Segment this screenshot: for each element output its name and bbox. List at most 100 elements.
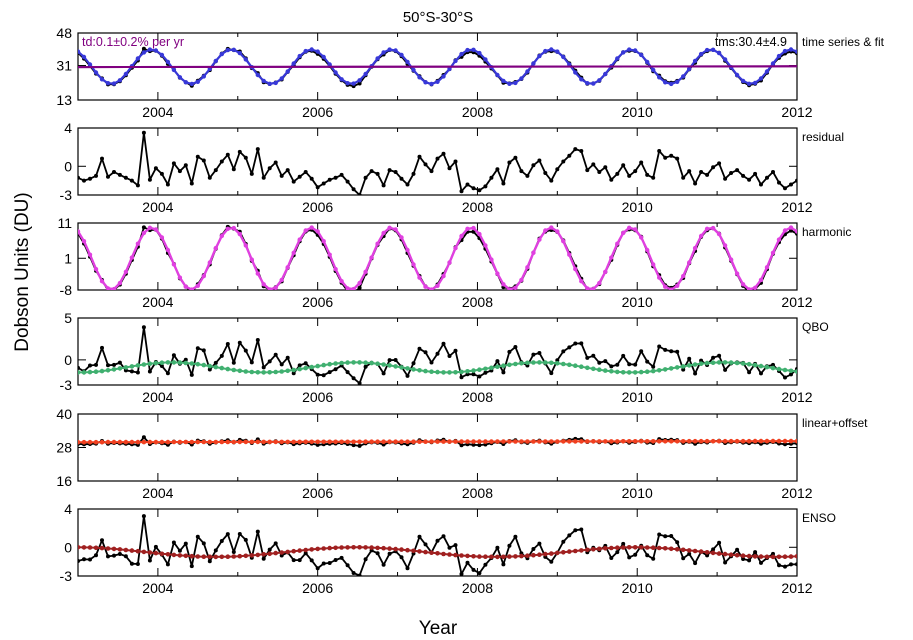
fit-series-point xyxy=(531,61,536,66)
fit-series-point xyxy=(237,50,242,56)
data-series-point xyxy=(657,149,662,153)
fit-series-point xyxy=(195,439,201,445)
x-tick-label: 2012 xyxy=(781,104,812,120)
y-tick-label: -3 xyxy=(60,187,73,203)
data-series-point xyxy=(723,560,728,565)
fit-series-point xyxy=(285,265,290,270)
data-series-point xyxy=(483,562,488,567)
fit-series-point xyxy=(183,284,188,289)
data-series-point xyxy=(94,362,98,367)
data-series-point xyxy=(261,556,266,561)
fit-series-point xyxy=(537,53,542,59)
fit-series-point xyxy=(656,545,662,551)
data-series-point xyxy=(513,345,518,349)
data-series-point xyxy=(615,171,620,176)
fit-series-point xyxy=(81,545,87,550)
fit-series-point xyxy=(591,439,596,444)
fit-series-point xyxy=(645,247,650,253)
data-series-point xyxy=(669,349,674,354)
fit-series-point xyxy=(704,226,710,231)
fit-series-point xyxy=(345,286,350,290)
data-series-point xyxy=(141,325,146,330)
y-tick-label: 31 xyxy=(56,58,72,74)
fit-series-point xyxy=(662,367,668,372)
fit-series-point xyxy=(543,48,548,54)
data-series-point xyxy=(393,170,398,174)
fit-series-point xyxy=(651,262,656,267)
data-series-point xyxy=(225,342,230,346)
fit-series-point xyxy=(537,439,542,444)
fit-series-point xyxy=(201,74,206,79)
data-series-point xyxy=(141,514,146,519)
data-series-point xyxy=(171,353,176,358)
fit-series-point xyxy=(399,365,404,370)
fit-series-point xyxy=(417,275,422,280)
figure-title: 50°S-30°S xyxy=(403,9,473,26)
fit-series-point xyxy=(333,70,338,75)
fit-series-point xyxy=(231,554,237,559)
fit-series-point xyxy=(603,269,608,274)
data-series-point xyxy=(153,166,158,171)
fit-series-point xyxy=(722,243,728,248)
fit-series-point xyxy=(78,545,81,550)
fit-series-point xyxy=(681,273,686,279)
fit-series-point xyxy=(770,554,776,560)
data-series-point xyxy=(0,174,2,178)
data-series-point xyxy=(357,81,362,86)
fit-series-point xyxy=(501,439,506,444)
data-series-point xyxy=(717,161,722,166)
fit-series-point xyxy=(333,545,338,551)
fit-series-point xyxy=(579,548,584,553)
fit-series-point xyxy=(195,79,200,85)
x-tick-label: 2008 xyxy=(462,580,493,596)
fit-series-point xyxy=(165,59,171,65)
data-series-point xyxy=(795,562,797,567)
x-tick-label: 2006 xyxy=(302,485,333,501)
data-series-point xyxy=(699,358,704,363)
data-series-point xyxy=(147,369,152,374)
fit-series-point xyxy=(782,554,788,559)
data-series-point xyxy=(405,182,410,187)
data-series-point xyxy=(453,348,458,353)
data-series-point xyxy=(495,167,500,172)
data-series-point xyxy=(597,170,602,174)
data-series-point xyxy=(88,557,92,562)
x-tick-label: 2012 xyxy=(781,485,812,501)
data-series-point xyxy=(112,362,116,367)
data-series-point xyxy=(411,171,416,176)
fit-series-point xyxy=(243,369,249,374)
data-series-point xyxy=(603,165,608,170)
data-series-point xyxy=(171,161,176,166)
data-series-point xyxy=(231,360,236,365)
data-series-point xyxy=(495,359,500,364)
data-series-point xyxy=(441,151,446,156)
chart-panels: time series & fit 13 31 48 2004 2006 2008 2010 2… xyxy=(0,25,884,596)
data-series-point xyxy=(663,534,668,539)
fit-series-point xyxy=(746,553,752,559)
fit-series-point xyxy=(369,439,374,445)
data-series-point xyxy=(351,571,356,575)
fit-series-point xyxy=(225,439,231,445)
fit-series-point xyxy=(525,439,530,444)
fit-series-point xyxy=(363,71,368,77)
fit-series-point xyxy=(573,548,578,554)
data-series-point xyxy=(201,158,206,163)
data-series-point xyxy=(129,561,134,566)
fit-series-point xyxy=(219,554,225,560)
fit-series-point xyxy=(201,554,207,559)
data-series-point xyxy=(525,173,530,178)
fit-series-point xyxy=(722,57,728,62)
fit-series-point xyxy=(255,370,261,375)
data-series-point xyxy=(153,544,158,549)
plot-area xyxy=(78,46,797,89)
data-series-point xyxy=(147,177,152,182)
data-series-point xyxy=(291,179,296,184)
data-series-point xyxy=(141,130,146,135)
fit-series-point xyxy=(291,250,296,255)
data-series-point xyxy=(735,547,740,552)
fit-series-point xyxy=(489,257,494,262)
fit-series-point xyxy=(375,439,380,445)
data-series-point xyxy=(100,345,104,350)
fit-series-point xyxy=(423,439,428,445)
data-series-point xyxy=(567,533,572,538)
